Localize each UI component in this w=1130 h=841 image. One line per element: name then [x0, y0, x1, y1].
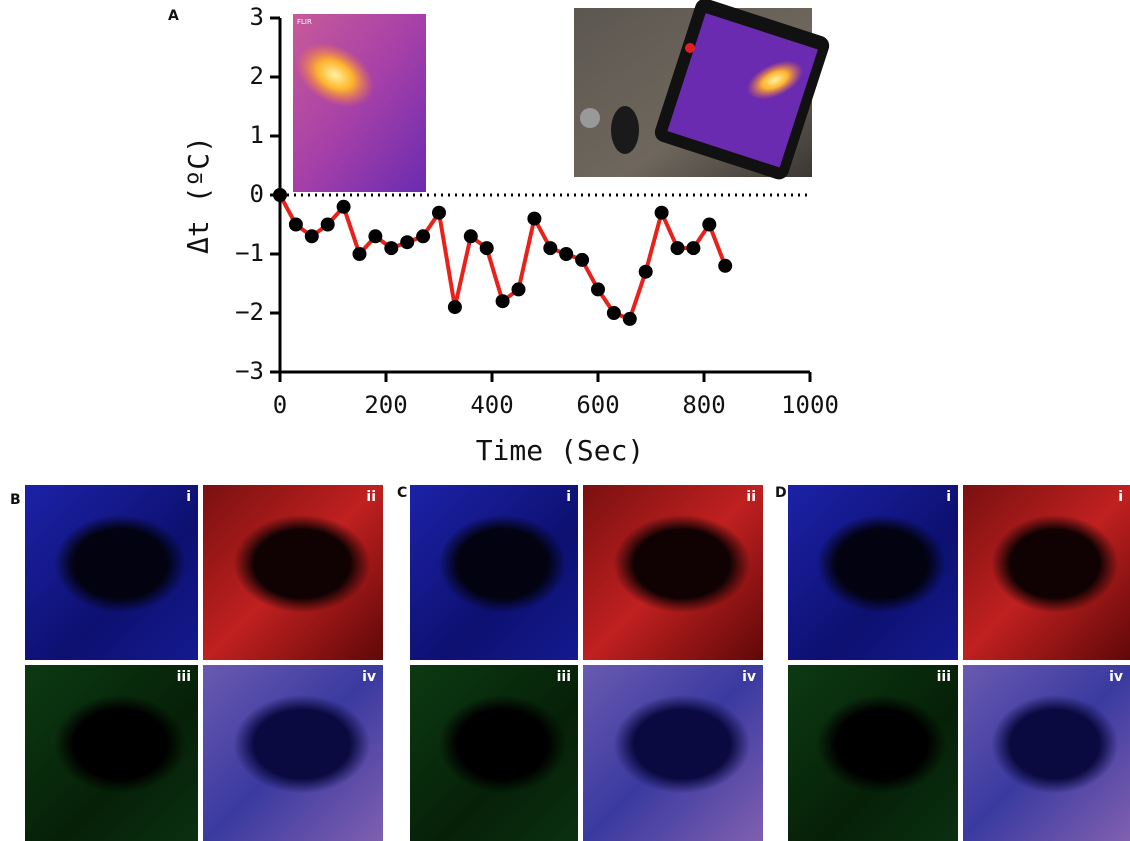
- y-tick-label: 0: [250, 180, 264, 208]
- data-point: [384, 241, 398, 255]
- data-point: [496, 294, 510, 308]
- data-point: [321, 218, 335, 232]
- panel-label: A: [168, 8, 179, 24]
- micrograph: iii: [410, 665, 578, 841]
- y-tick-label: −2: [235, 298, 264, 326]
- data-point: [702, 218, 716, 232]
- micrograph: i: [410, 485, 578, 660]
- panel-label: B: [10, 492, 21, 508]
- data-point: [400, 235, 414, 249]
- data-point: [448, 300, 462, 314]
- data-point: [527, 212, 541, 226]
- y-axis-title: Δt (ºC): [182, 136, 215, 254]
- micrograph: iv: [583, 665, 763, 841]
- x-tick-label: 400: [470, 391, 513, 419]
- x-axis-title: Time (Sec): [476, 434, 645, 467]
- x-tick-label: 0: [273, 391, 287, 419]
- inset-text: FLIR: [297, 18, 312, 26]
- data-point: [607, 306, 621, 320]
- data-point: [655, 206, 669, 220]
- data-point: [591, 282, 605, 296]
- micrograph: i: [963, 485, 1130, 660]
- micrograph: ii: [583, 485, 763, 660]
- x-tick-label: 200: [364, 391, 407, 419]
- y-tick-label: 1: [250, 121, 264, 149]
- data-point: [289, 218, 303, 232]
- page: {"chart_data": {"type": "line", "panel_l…: [0, 0, 1130, 841]
- photo-inset: [574, 0, 832, 182]
- data-point: [559, 247, 573, 261]
- data-point: [432, 206, 446, 220]
- data-point: [464, 229, 478, 243]
- y-tick-label: 2: [250, 62, 264, 90]
- panel-label: C: [397, 485, 407, 501]
- micrograph: ii: [203, 485, 383, 660]
- data-point: [305, 229, 319, 243]
- data-point: [718, 259, 732, 273]
- tile-label: ii: [746, 489, 756, 505]
- data-point: [353, 247, 367, 261]
- y-tick-label: 3: [250, 3, 264, 31]
- tile-label: i: [186, 489, 191, 505]
- tile-label: iv: [1109, 669, 1123, 685]
- x-tick-label: 800: [682, 391, 725, 419]
- data-point: [273, 188, 287, 202]
- chart: A FLIR −3 −2 −1 0 1 2 3 0 200 400 600 800 1000 Time (…: [0, 0, 1130, 480]
- data-point: [575, 253, 589, 267]
- data-point: [337, 200, 351, 214]
- data-point: [368, 229, 382, 243]
- data-point: [480, 241, 494, 255]
- tile-label: i: [1118, 489, 1123, 505]
- tile-label: iii: [177, 669, 191, 685]
- data-point: [512, 282, 526, 296]
- tile-label: ii: [366, 489, 376, 505]
- micrograph: iii: [788, 665, 958, 841]
- data-point: [416, 229, 430, 243]
- tile-label: iii: [937, 669, 951, 685]
- tile-label: i: [946, 489, 951, 505]
- micrograph: iv: [963, 665, 1130, 841]
- x-tick-label: 600: [576, 391, 619, 419]
- x-tick-label: 1000: [781, 391, 839, 419]
- tile-label: iii: [557, 669, 571, 685]
- micrograph: i: [788, 485, 958, 660]
- micrograph: iv: [203, 665, 383, 841]
- tile-label: iv: [742, 669, 756, 685]
- y-tick-label: −1: [235, 239, 264, 267]
- micrograph: i: [25, 485, 198, 660]
- data-point: [639, 265, 653, 279]
- data-point: [686, 241, 700, 255]
- y-tick-label: −3: [235, 357, 264, 385]
- tile-label: iv: [362, 669, 376, 685]
- micrograph: iii: [25, 665, 198, 841]
- data-point: [543, 241, 557, 255]
- data-point: [671, 241, 685, 255]
- tile-label: i: [566, 489, 571, 505]
- data-point: [623, 312, 637, 326]
- panel-label: D: [775, 485, 787, 501]
- thermal-inset: FLIR: [285, 14, 426, 192]
